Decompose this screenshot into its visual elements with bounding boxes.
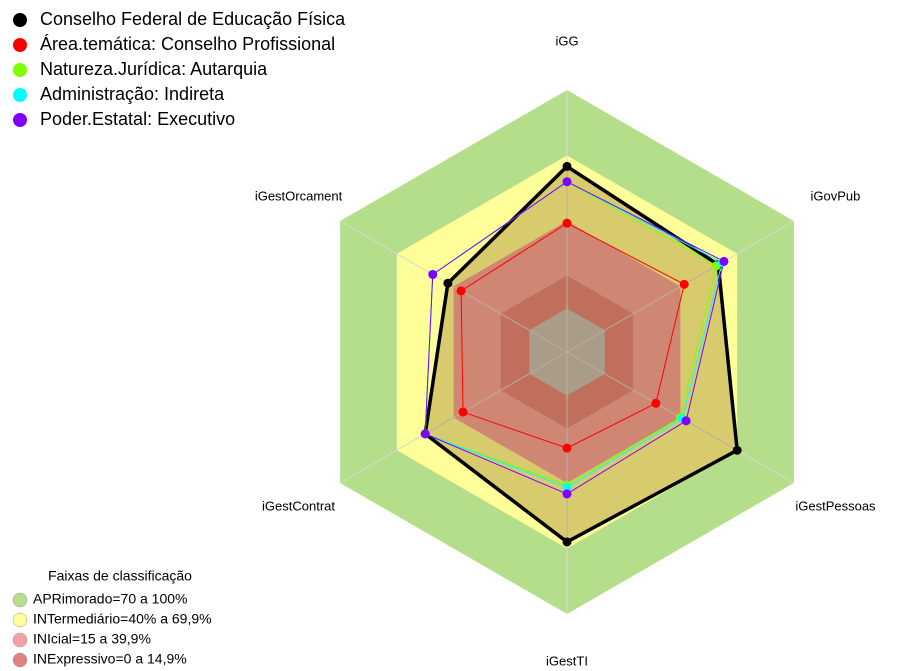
band-legend-label: APRimorado=70 a 100% [33, 591, 188, 607]
axis-label: iGestContrat [262, 498, 335, 513]
series-point [458, 407, 468, 417]
legend-label: Natureza.Jurídica: Autarquia [40, 59, 268, 79]
series-point [732, 445, 742, 455]
axis-label: iGestPessoas [795, 498, 876, 513]
band-legend-swatch [12, 592, 28, 608]
series-point [562, 537, 572, 547]
legend-label: Conselho Federal de Educação Física [40, 9, 346, 29]
bands-title: Faixas de classificação [48, 568, 192, 584]
series-point [562, 161, 572, 171]
series-point [681, 416, 691, 426]
series-point [562, 482, 572, 492]
band-legend-swatch [12, 632, 28, 648]
legend-label: Área.temática: Conselho Profissional [40, 34, 335, 54]
spoke [339, 351, 568, 484]
bands [339, 90, 795, 614]
band-legend-label: INIcial=15 a 39,9% [33, 631, 151, 647]
data-layer [420, 161, 742, 547]
series-point [679, 279, 689, 289]
axis-label: iGG [555, 33, 578, 48]
legend-label: Poder.Estatal: Executivo [40, 109, 235, 129]
series-point [562, 489, 572, 499]
axis-label: iGovPub [811, 188, 861, 203]
axis-label: iGestOrcament [255, 188, 343, 203]
series-point [420, 429, 430, 439]
legend-swatch [13, 38, 27, 52]
series-point [719, 256, 729, 266]
series-point [562, 177, 572, 187]
legend-swatch [13, 113, 27, 127]
legend-swatch [13, 13, 27, 27]
spoke [339, 220, 568, 353]
band-legend-swatch [12, 612, 28, 628]
band-legend-swatch [12, 652, 28, 668]
axis-label: iGestTI [546, 653, 588, 668]
series-point [443, 278, 453, 288]
legend-swatch [13, 63, 27, 77]
series-point [562, 443, 572, 453]
band-legend-label: INExpressivo=0 a 14,9% [33, 651, 187, 667]
series-point [456, 286, 466, 296]
series-point [428, 269, 438, 279]
legend-swatch [13, 88, 27, 102]
series-point [562, 218, 572, 228]
band-legend-label: INTermediário=40% a 69,9% [33, 611, 212, 627]
series-point [651, 398, 661, 408]
legend-label: Administração: Indireta [40, 84, 225, 104]
